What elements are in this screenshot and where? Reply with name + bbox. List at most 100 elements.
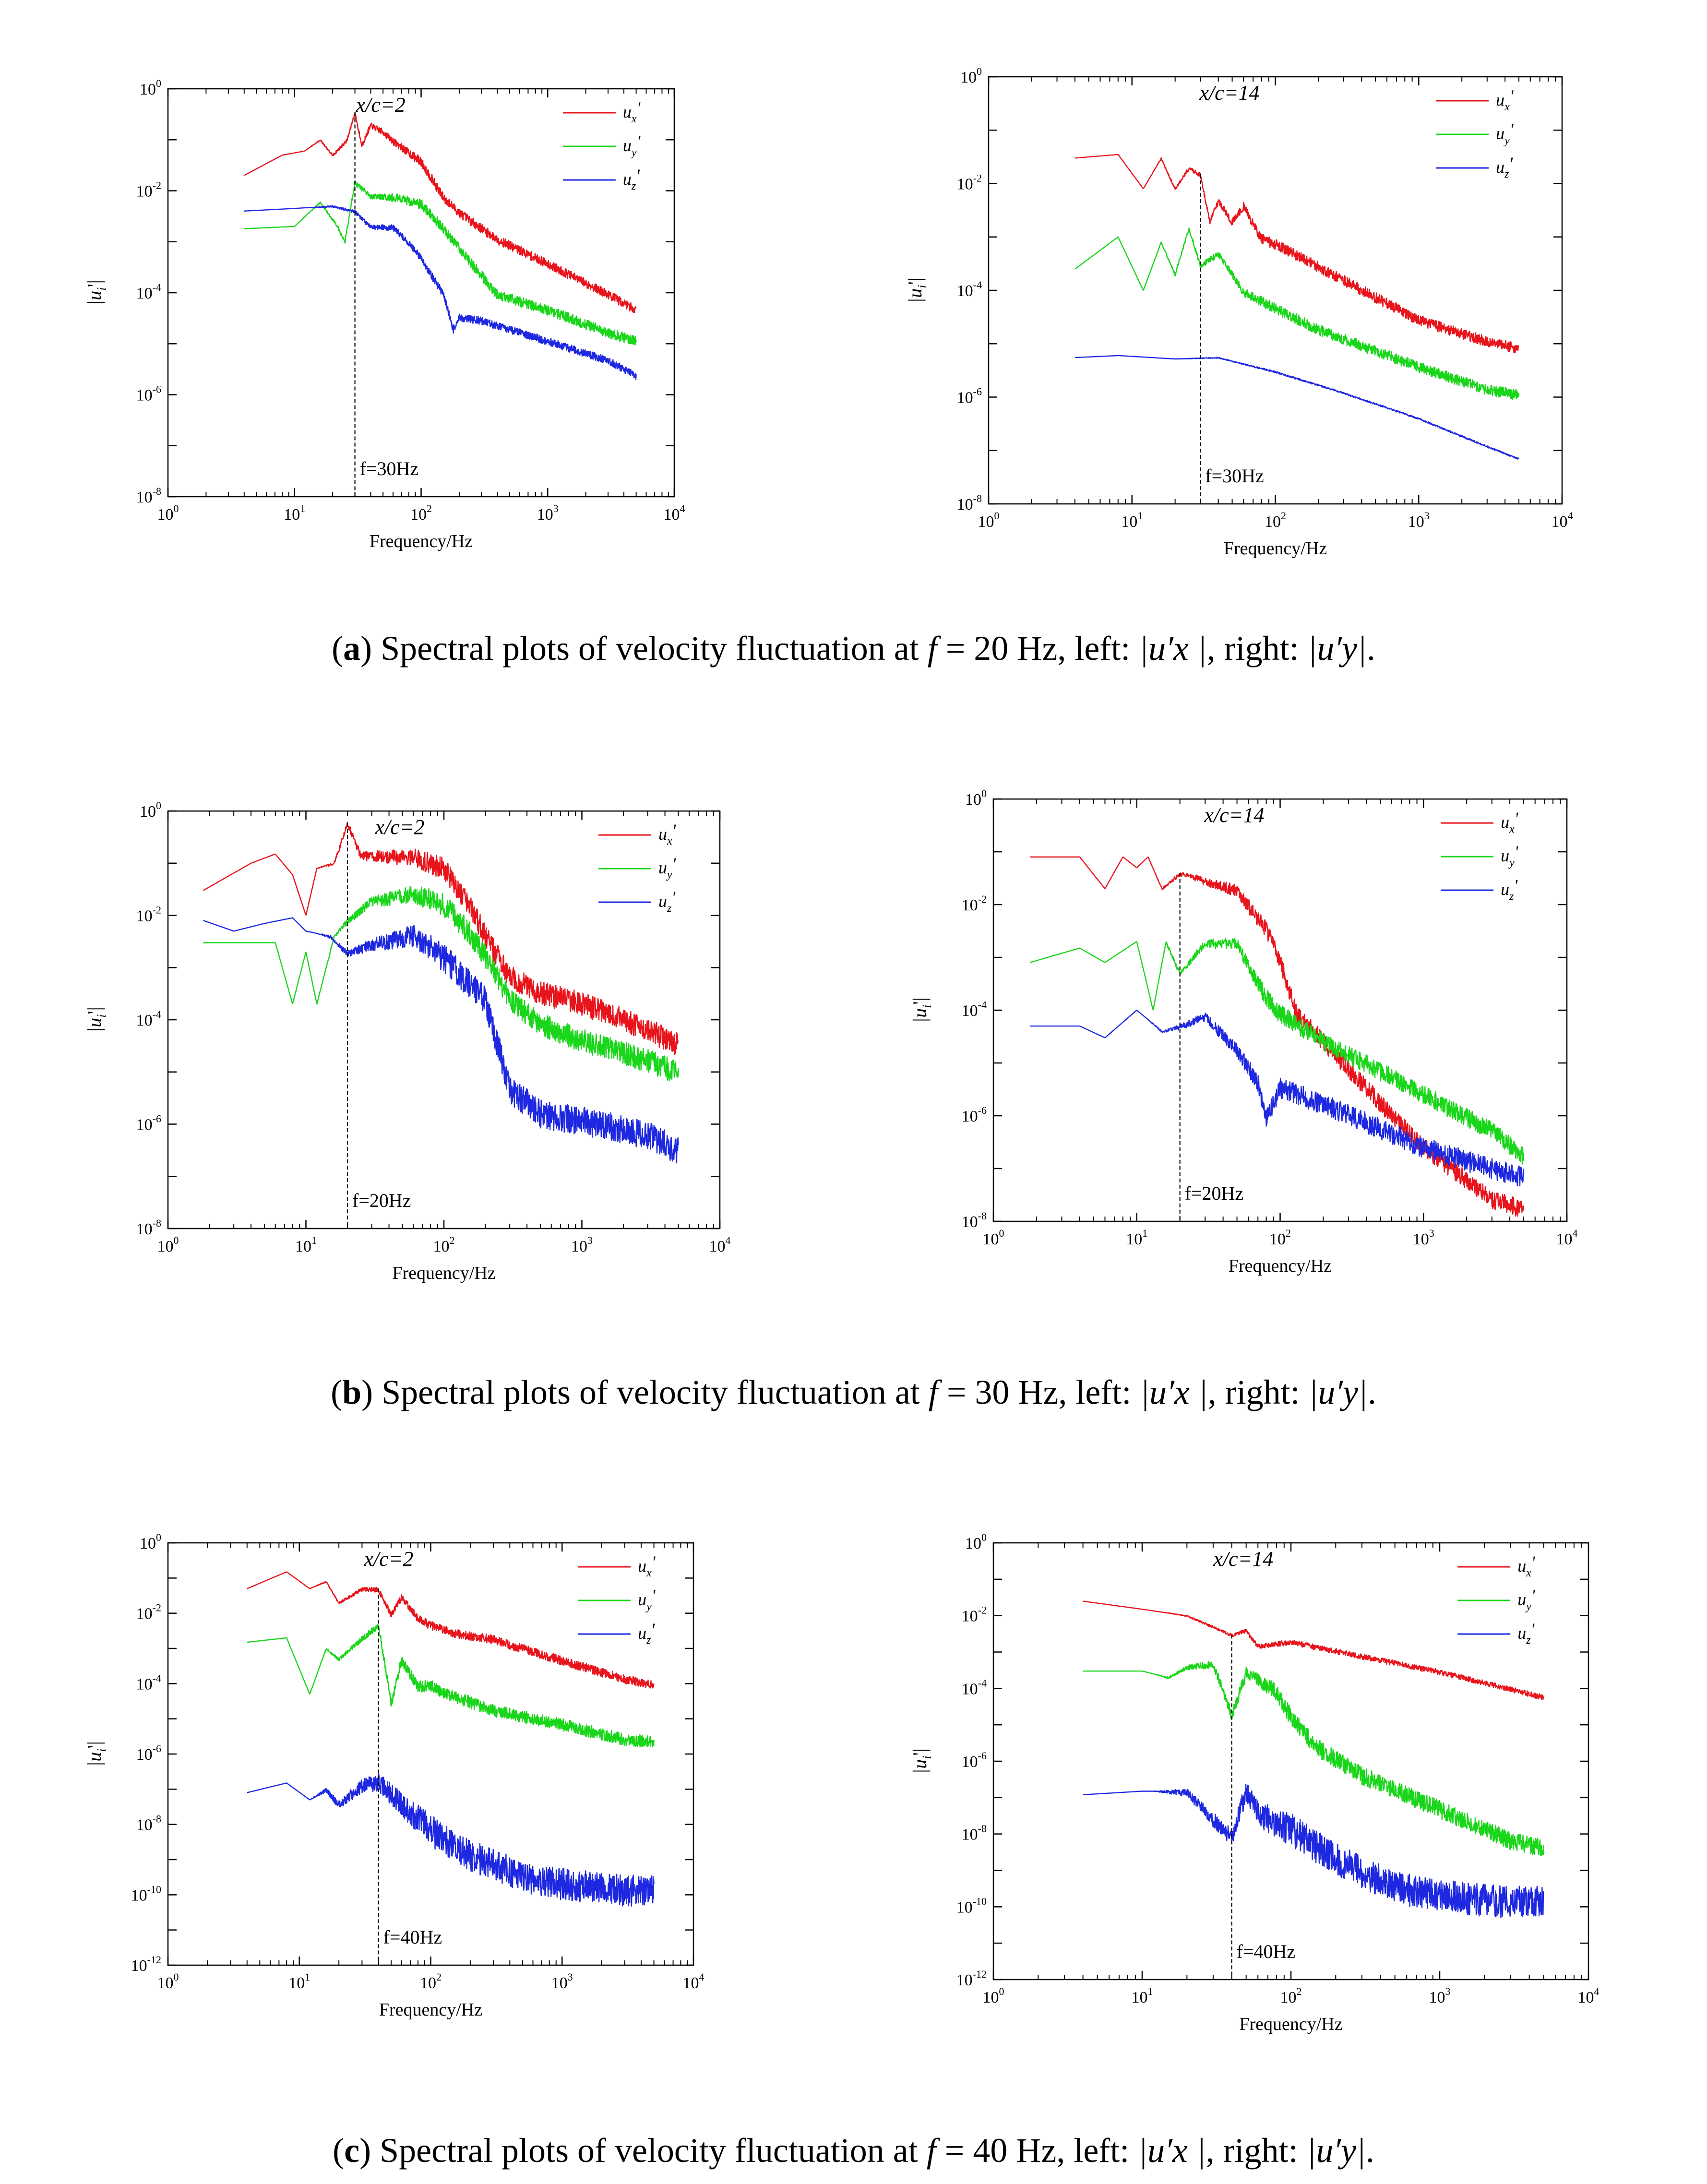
frequency-annotation: f=40Hz [1237, 1941, 1296, 1962]
y-tick-label: 10-8 [962, 1210, 987, 1231]
chart-c-left: 100 101 102 103 104 100 10-2 10-4 10-6 10-8 10-10 1… [84, 1531, 704, 2020]
x-tick-label: 101 [295, 1234, 317, 1255]
caption-label: c [344, 2131, 360, 2170]
series-line-uy [203, 885, 679, 1081]
x-tick-label: 101 [1132, 1985, 1153, 2006]
x-axis-label: Frequency/Hz [392, 1263, 495, 1283]
y-tick-label: 10-4 [957, 279, 982, 300]
legend-label-uz: uz' [1496, 154, 1513, 180]
caption-a: (a) Spectral plots of velocity fluctuati… [332, 629, 1375, 668]
x-tick-label: 101 [288, 1971, 310, 1992]
x-tick-label: 103 [1408, 510, 1430, 531]
y-tick-label: 10-10 [131, 1883, 161, 1904]
y-axis-label: |ui'| [84, 1741, 108, 1766]
series-line-uy [247, 1623, 655, 1748]
axes-frame [988, 76, 1563, 505]
x-tick-label: 104 [709, 1234, 731, 1255]
chart-b-left: 100 101 102 103 104 100 10-2 10-4 10-6 10-8 Freque… [84, 800, 731, 1283]
x-axis-label: Frequency/Hz [1229, 1256, 1332, 1276]
y-tick-label: 10-2 [136, 904, 161, 925]
y-tick-label: 10-8 [136, 1813, 161, 1834]
series-line-uz [1074, 355, 1520, 460]
y-tick-label: 100 [960, 65, 982, 86]
chart-title: x/c=14 [1213, 1547, 1273, 1571]
x-tick-label: 103 [1429, 1985, 1451, 2006]
caption-b: (b) Spectral plots of velocity fluctuati… [331, 1373, 1376, 1411]
y-tick-label: 10-8 [136, 485, 161, 506]
y-axis-label: |ui'| [909, 1748, 934, 1774]
y-tick-label: 10-6 [962, 1750, 987, 1771]
x-tick-label: 103 [1413, 1227, 1434, 1248]
chart-title: x/c=2 [356, 93, 406, 117]
axes-frame [992, 1542, 1589, 1981]
y-tick-label: 10-6 [136, 1113, 161, 1134]
series-line-uz [244, 205, 637, 380]
caption-label: b [342, 1373, 362, 1411]
series-line-uz [1029, 1009, 1525, 1187]
y-tick-label: 10-12 [956, 1968, 987, 1989]
x-tick-label: 100 [157, 1234, 179, 1255]
legend-label-uz: uz' [623, 166, 640, 192]
x-tick-label: 104 [1556, 1227, 1578, 1248]
y-tick-label: 10-6 [962, 1104, 987, 1125]
legend-label-uz: uz' [638, 1620, 655, 1647]
x-tick-label: 104 [1552, 510, 1573, 531]
y-axis-label: |ui'| [84, 280, 108, 305]
y-tick-label: 10-8 [962, 1823, 987, 1844]
y-tick-label: 10-6 [136, 1742, 161, 1764]
legend-label-uy: uy' [623, 132, 641, 159]
legend-label-ux: ux' [658, 821, 677, 847]
caption-label: a [343, 629, 361, 668]
x-tick-label: 104 [1578, 1985, 1600, 2006]
x-axis-label: Frequency/Hz [370, 531, 473, 551]
series-line-uy [1029, 938, 1525, 1165]
y-axis-label: |ui'| [84, 1007, 108, 1032]
x-tick-label: 100 [157, 1971, 179, 1992]
y-tick-label: 100 [140, 77, 161, 98]
y-tick-label: 10-8 [136, 1217, 161, 1238]
y-tick-label: 10-6 [957, 386, 982, 407]
y-tick-label: 10-8 [957, 492, 982, 513]
x-axis-label: Frequency/Hz [1239, 2014, 1342, 2034]
y-tick-label: 10-4 [136, 1008, 161, 1029]
y-tick-label: 100 [965, 1531, 987, 1552]
x-tick-label: 102 [1280, 1985, 1302, 2006]
legend-label-ux: ux' [1496, 86, 1514, 113]
series-line-uz [247, 1773, 655, 1907]
y-tick-label: 10-2 [136, 179, 161, 201]
series-line-uz [203, 917, 679, 1164]
x-tick-label: 102 [1265, 510, 1286, 531]
legend-label-uy: uy' [658, 854, 677, 881]
legend-label-uz: uz' [658, 888, 676, 915]
x-tick-label: 100 [978, 510, 1000, 531]
legend-label-ux: ux' [623, 98, 641, 125]
y-tick-label: 10-10 [956, 1895, 987, 1916]
frequency-annotation: f=20Hz [352, 1190, 411, 1211]
legend-label-ux: ux' [1501, 809, 1519, 835]
frequency-annotation: f=40Hz [383, 1926, 442, 1948]
x-tick-label: 102 [1269, 1227, 1291, 1248]
x-tick-label: 100 [983, 1227, 1004, 1248]
series-line-uy [1083, 1660, 1544, 1856]
y-tick-label: 10-2 [962, 893, 987, 914]
x-tick-label: 103 [537, 502, 559, 524]
series-line-ux [1083, 1600, 1544, 1700]
x-tick-label: 102 [433, 1234, 455, 1255]
legend-label-uy: uy' [1517, 1586, 1536, 1613]
series-line-ux [247, 1571, 655, 1689]
frequency-annotation: f=30Hz [360, 458, 419, 479]
y-tick-label: 10-2 [136, 1602, 161, 1623]
series-line-uz [1083, 1783, 1544, 1919]
y-tick-label: 10-4 [962, 1677, 987, 1698]
chart-c-right: 100 101 102 103 104 100 10-2 10-4 10-6 10-8 10-10 1… [909, 1531, 1600, 2034]
x-tick-label: 100 [157, 502, 179, 524]
x-axis-label: Frequency/Hz [379, 2000, 482, 2020]
y-tick-label: 10-4 [136, 281, 161, 302]
y-tick-label: 10-12 [131, 1954, 161, 1975]
chart-title: x/c=2 [363, 1547, 413, 1571]
y-axis-label: |ui'| [904, 277, 929, 303]
series-line-ux [203, 822, 679, 1055]
legend-label-uz: uz' [1501, 876, 1518, 903]
